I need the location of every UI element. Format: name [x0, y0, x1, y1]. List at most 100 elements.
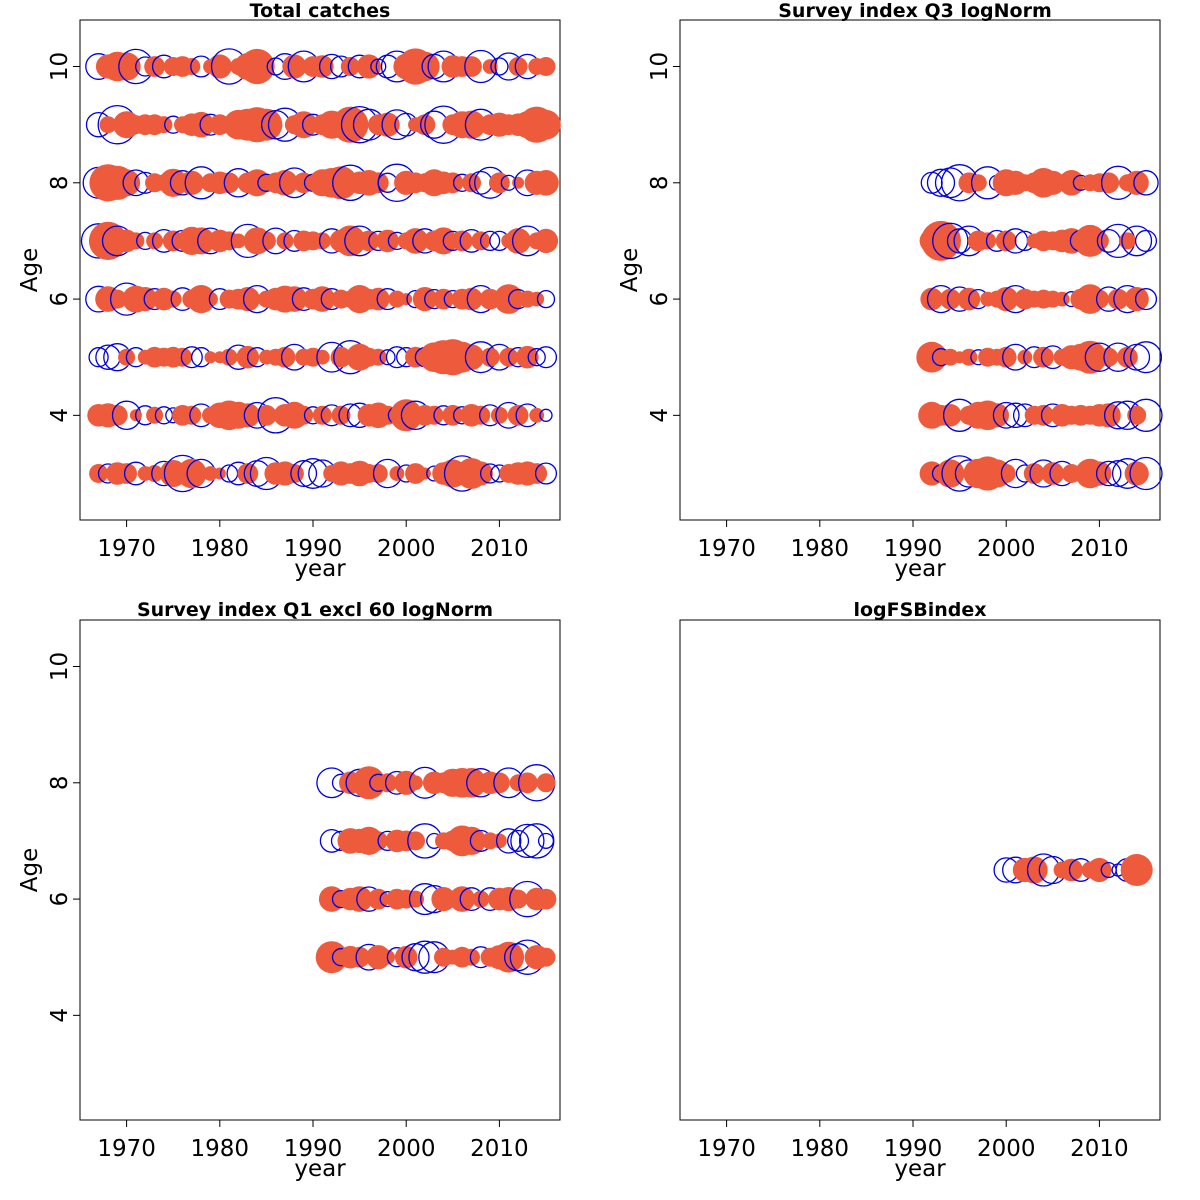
- bubble-positive: [969, 174, 987, 192]
- bubble-positive: [218, 172, 240, 194]
- bubble-positive: [106, 404, 128, 426]
- bubble-positive: [508, 889, 528, 909]
- panel-total-catches: Total catches 1970 1980 1990 2000 201046810 …: [17, 0, 561, 582]
- bubble-positive: [939, 288, 961, 310]
- panel-title: Survey index Q3 logNorm: [778, 0, 1052, 22]
- bubble-negative: [518, 823, 555, 859]
- bubble-positive: [259, 59, 274, 74]
- bubble-positive: [1096, 403, 1121, 428]
- bubble-negative: [534, 462, 558, 485]
- bubble-positive: [177, 458, 207, 489]
- x-tick-label: 1970: [697, 1136, 756, 1162]
- bubble-negative: [495, 828, 522, 854]
- y-tick-label: 6: [647, 292, 673, 307]
- bubble-positive: [146, 232, 164, 250]
- bubble-positive: [187, 285, 216, 314]
- bubble-positive: [207, 54, 232, 79]
- bubble-positive: [112, 52, 141, 81]
- y-tick-label: 8: [47, 175, 73, 190]
- bubble-positive: [116, 463, 137, 484]
- y-tick-label: 6: [47, 892, 73, 907]
- bubble-positive: [516, 345, 539, 369]
- bubble-positive: [984, 403, 1010, 428]
- bubble-positive: [256, 404, 277, 426]
- bubble-negative: [1133, 170, 1159, 196]
- panel-survey-q3: Survey index Q3 logNorm 1970 1980 1990 2000…: [617, 0, 1163, 582]
- bubble-positive: [531, 109, 561, 140]
- bubble-positive: [457, 826, 486, 856]
- bubble-positive: [536, 773, 556, 793]
- bubble-positive: [330, 346, 352, 368]
- y-tick-label: 4: [647, 408, 673, 423]
- bubble-positive: [250, 108, 283, 141]
- bubble-positive: [492, 833, 507, 849]
- bubble-positive: [290, 111, 318, 139]
- bubble-positive: [1099, 347, 1119, 367]
- panel-survey-q1: Survey index Q1 excl 60 logNorm 1970 1980…: [17, 599, 561, 1182]
- bubble-positive: [231, 233, 246, 249]
- bubble-positive: [1089, 289, 1109, 309]
- bubble-positive: [449, 886, 475, 912]
- bubble-positive: [99, 116, 117, 134]
- bubble-positive: [220, 348, 238, 366]
- bubble-positive: [378, 773, 398, 793]
- bubble-negative: [479, 230, 501, 252]
- bubble-negative: [180, 346, 203, 369]
- x-axis-label: year: [894, 556, 946, 582]
- bubble-positive: [314, 349, 330, 365]
- bubble-positive: [346, 886, 373, 912]
- bubble-positive: [529, 407, 545, 423]
- bubble-negative: [920, 171, 943, 194]
- bubble-positive: [462, 173, 481, 193]
- bubble-positive: [293, 172, 315, 194]
- bubble-positive: [1054, 291, 1070, 307]
- bubble-positive: [995, 230, 1017, 252]
- bubble-positive: [324, 166, 358, 200]
- y-tick-label: 8: [47, 775, 73, 790]
- bubble-positive: [489, 172, 510, 194]
- bubble-positive: [433, 288, 454, 310]
- bubble-positive: [281, 286, 308, 312]
- x-axis-label: year: [294, 556, 346, 582]
- bubble-positive: [1098, 172, 1120, 194]
- bubble-positive: [493, 941, 525, 973]
- bubble-positive: [526, 463, 548, 484]
- bubble-positive: [272, 170, 298, 196]
- panel-title: logFSBindex: [853, 599, 986, 621]
- x-tick-label: 1970: [697, 536, 756, 562]
- bubble-positive: [1089, 231, 1109, 251]
- bubble-positive: [394, 945, 418, 969]
- bubble-positive: [1124, 287, 1149, 312]
- bubble-positive: [356, 54, 381, 79]
- bubble-positive: [243, 169, 271, 197]
- bubble-positive: [182, 405, 202, 425]
- bubble-positive: [533, 228, 559, 253]
- x-tick-label: 1970: [97, 1136, 156, 1162]
- bubble-positive: [133, 287, 158, 312]
- bubble-negative: [1129, 341, 1163, 374]
- bubble-positive: [390, 399, 423, 432]
- x-tick-label: 1990: [284, 536, 343, 562]
- bubble-positive: [349, 946, 370, 968]
- x-tick-label: 2000: [977, 1136, 1036, 1162]
- bubble-positive: [367, 888, 389, 910]
- bubble-negative: [926, 168, 956, 197]
- bubble-positive: [309, 286, 336, 312]
- bubble-positive: [442, 404, 464, 426]
- bubble-positive: [376, 229, 399, 253]
- y-tick-label: 4: [47, 1008, 73, 1023]
- bubble-negative: [1121, 225, 1153, 257]
- bubble-negative: [992, 401, 1020, 429]
- plot-frame: [679, 19, 1161, 521]
- bubble-positive: [1033, 346, 1054, 368]
- bubble-positive: [340, 57, 360, 76]
- bubble-positive: [331, 405, 351, 425]
- bubble-positive: [1060, 858, 1083, 882]
- y-tick-label: 4: [47, 408, 73, 423]
- bubble-positive: [489, 772, 510, 794]
- y-tick-label: 6: [47, 292, 73, 307]
- bubble-positive: [284, 464, 304, 483]
- x-tick-label: 2000: [377, 1136, 436, 1162]
- y-axis-label: Age: [17, 248, 43, 292]
